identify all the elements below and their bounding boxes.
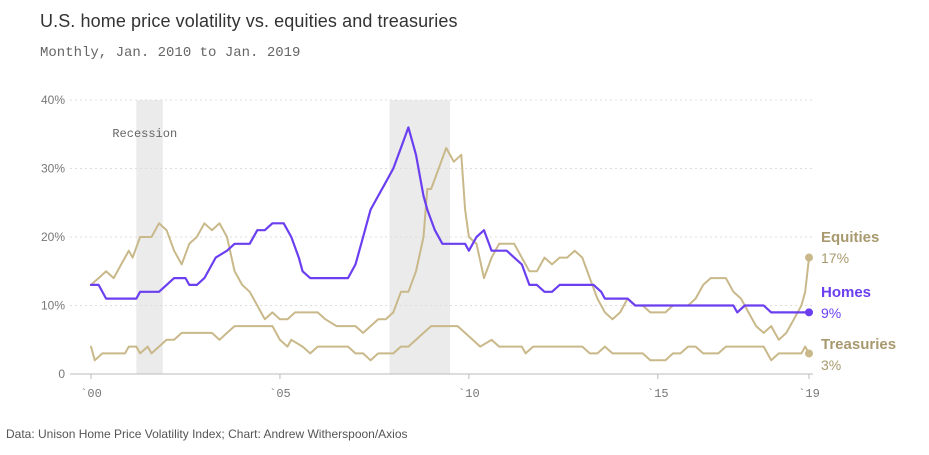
x-tick-label: `15 bbox=[647, 387, 669, 401]
series-label-homes: Homes bbox=[821, 284, 871, 301]
recession-band bbox=[389, 100, 450, 374]
x-tick-label: `05 bbox=[269, 387, 291, 401]
chart-subtitle: Monthly, Jan. 2010 to Jan. 2019 bbox=[40, 45, 301, 61]
source-note: Data: Unison Home Price Volatility Index… bbox=[6, 427, 408, 441]
series-value-homes: 9% bbox=[821, 305, 841, 321]
series-line-treasuries bbox=[90, 325, 810, 362]
series-value-equities: 17% bbox=[821, 250, 849, 266]
recession-bands: Recession bbox=[112, 100, 450, 374]
x-tick-label: `00 bbox=[80, 387, 102, 401]
y-tick-label: 40% bbox=[41, 93, 65, 107]
series-end-labels: Equities 17% Homes 9% Treasuries 3% bbox=[821, 229, 896, 373]
y-tick-label: 0 bbox=[58, 367, 65, 381]
series-lines bbox=[89, 126, 813, 362]
y-tick-label: 20% bbox=[41, 230, 65, 244]
series-value-treasuries: 3% bbox=[821, 357, 841, 373]
series-endpoint-homes bbox=[805, 308, 813, 317]
y-tick-label: 30% bbox=[41, 162, 65, 176]
gridlines bbox=[70, 99, 813, 375]
x-tick-label: `10 bbox=[458, 387, 480, 401]
series-label-equities: Equities bbox=[821, 229, 879, 246]
series-label-treasuries: Treasuries bbox=[821, 336, 896, 353]
chart-title: U.S. home price volatility vs. equities … bbox=[40, 11, 458, 31]
y-tick-label: 10% bbox=[41, 299, 65, 313]
recession-label: Recession bbox=[112, 127, 177, 141]
series-line-homes bbox=[89, 126, 811, 314]
series-endpoint-equities bbox=[805, 253, 813, 262]
series-line-equities bbox=[90, 147, 810, 341]
series-endpoint-treasuries bbox=[805, 349, 813, 358]
x-tick-label: `19 bbox=[798, 387, 820, 401]
axes: 0 10% 20% 30% 40% `00 `05 `10 `15 `19 bbox=[41, 93, 820, 401]
